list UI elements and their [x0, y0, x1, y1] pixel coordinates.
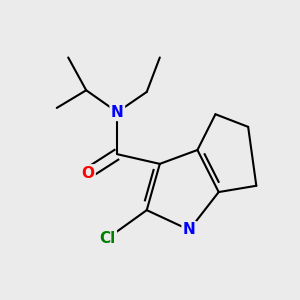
Text: Cl: Cl	[99, 231, 116, 246]
Text: O: O	[81, 166, 94, 181]
Text: N: N	[183, 222, 196, 237]
Text: N: N	[111, 105, 124, 120]
